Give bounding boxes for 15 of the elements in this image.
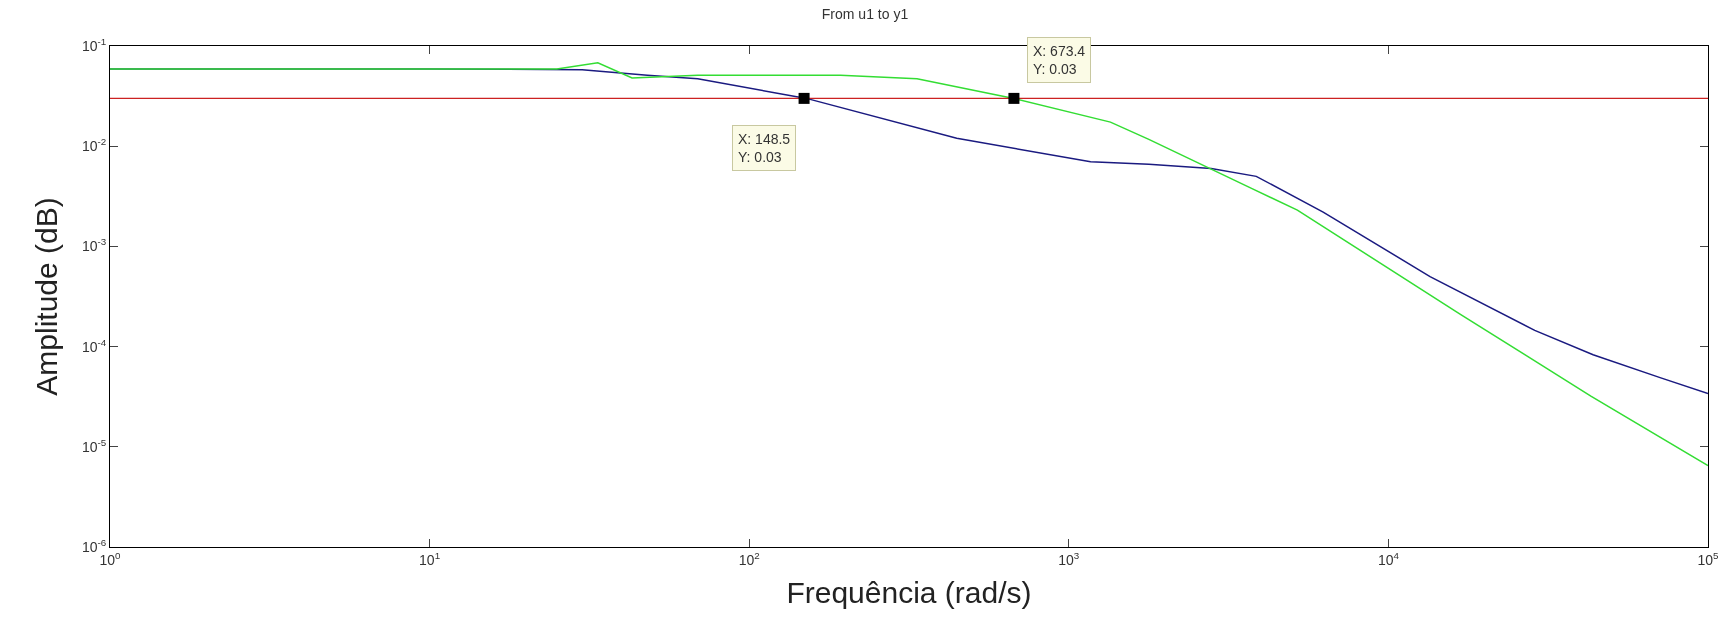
x-axis-title: Frequência (rad/s) [786, 576, 1032, 610]
x-tick-label: 10$^{2}$ [738, 549, 760, 568]
y-tick-label: 10$^{-1}$ [81, 36, 107, 54]
annotation: X: 148.5 Y: 0.03 [738, 131, 791, 166]
x-tick-label: 10$^{5}$ [1697, 549, 1720, 568]
x-tick-label: 10$^{3}$ [1058, 549, 1080, 568]
x-tick-label: 10$^{1}$ [419, 549, 441, 568]
y-tick-label: 10$^{-4}$ [81, 336, 107, 355]
annotation: X: 673.4 Y: 0.03 [1033, 43, 1086, 78]
y-tick-label: 10$^{-3}$ [81, 236, 107, 255]
y-tick-label: 10$^{-2}$ [81, 136, 107, 155]
x-tick-label: 10$^{4}$ [1377, 549, 1400, 568]
y-axis-title: Amplitude (dB) [29, 197, 63, 396]
chart-title: From u1 to y1 [821, 6, 909, 23]
y-tick-label: 10$^{-5}$ [81, 436, 107, 455]
